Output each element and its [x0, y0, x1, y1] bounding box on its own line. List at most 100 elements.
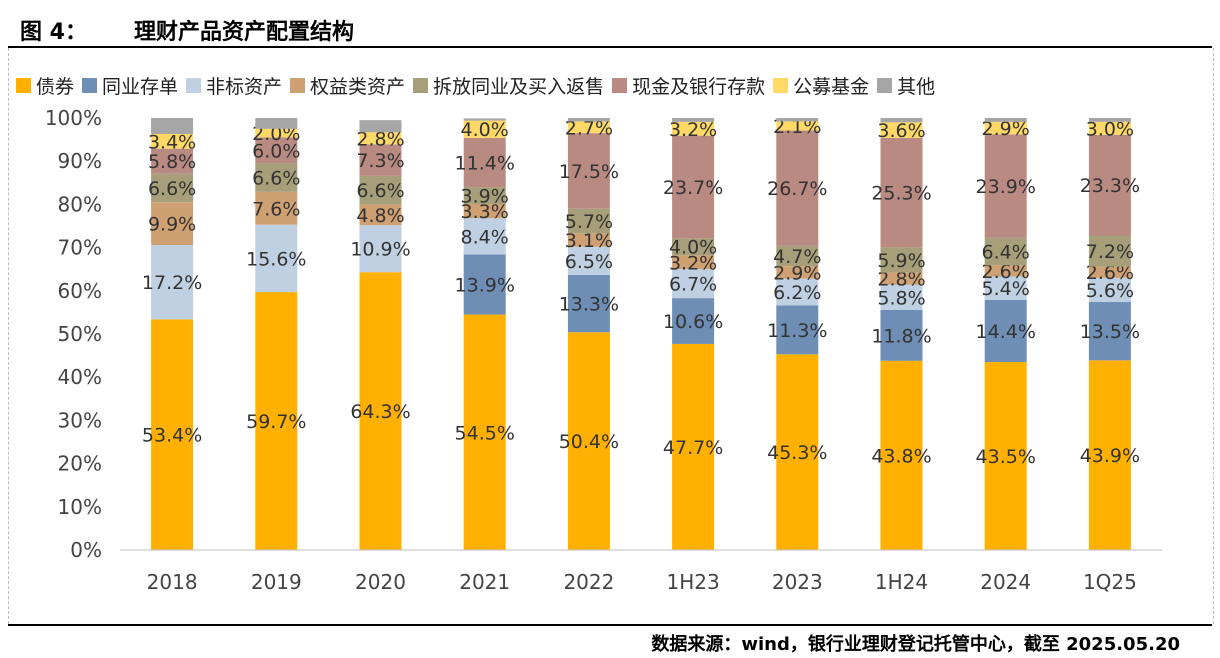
data-label: 5.7%: [565, 211, 613, 233]
data-label: 50.4%: [559, 431, 619, 453]
bar-segment: [880, 137, 923, 248]
x-tick-label: 2020: [355, 570, 406, 594]
bar-segment: [776, 354, 819, 550]
legend-swatch: [82, 77, 98, 93]
x-tick-label: 2023: [772, 570, 823, 594]
data-label: 6.7%: [669, 274, 717, 296]
legend-label: 拆放同业及买入返售: [433, 75, 605, 98]
bar-segment: [359, 225, 402, 273]
data-label: 2.9%: [773, 262, 821, 284]
y-tick-label: 40%: [58, 365, 102, 389]
bar-segment: [672, 255, 715, 270]
bar-segment: [984, 362, 1027, 550]
data-label: 59.7%: [246, 411, 306, 433]
y-tick-label: 80%: [58, 192, 102, 216]
y-tick-label: 0%: [70, 538, 102, 562]
data-label: 5.4%: [982, 278, 1030, 300]
bar-segment: [776, 130, 819, 246]
data-label: 4.8%: [356, 205, 404, 227]
data-label: 8.4%: [461, 226, 509, 248]
data-label: 2.1%: [773, 116, 821, 138]
data-label: 4.7%: [773, 246, 821, 268]
bar-segment: [151, 133, 194, 149]
x-tick-label: 2019: [251, 570, 302, 594]
data-label: 23.9%: [976, 176, 1036, 198]
data-label: 3.0%: [1086, 118, 1134, 140]
bar-segment: [255, 137, 298, 164]
bar-segment: [151, 173, 194, 203]
bar-segment: [151, 245, 194, 320]
legend-swatch: [877, 77, 893, 93]
bar-segment: [672, 298, 715, 344]
legend-label: 非标资产: [206, 75, 283, 98]
legend-label: 权益类资产: [310, 75, 406, 98]
bar-segment: [1088, 266, 1131, 278]
bar-segment: [463, 120, 506, 138]
data-label: 23.7%: [663, 177, 723, 199]
data-label: 2.6%: [982, 261, 1030, 283]
bar-segment: [1088, 235, 1131, 267]
data-label: 6.6%: [148, 178, 196, 200]
bar-segment: [984, 118, 1027, 122]
x-tick-label: 1H24: [875, 570, 928, 594]
bar-segment: [567, 332, 610, 550]
bar-segment: [255, 128, 298, 138]
x-tick-label: 2018: [147, 570, 198, 594]
bar-segment: [1088, 360, 1131, 550]
bar-segment: [1088, 277, 1131, 303]
bar-segment: [567, 208, 610, 234]
bar-segment: [567, 118, 610, 122]
bar-segment: [672, 135, 715, 239]
data-label: 5.8%: [148, 151, 196, 173]
x-tick-label: 2021: [459, 570, 510, 594]
data-label: 43.8%: [871, 445, 931, 467]
legend-item: 其他: [877, 72, 935, 99]
data-label: 11.4%: [455, 152, 515, 174]
data-label: 17.5%: [559, 161, 619, 183]
data-label: 2.6%: [1086, 262, 1134, 284]
data-label: 25.3%: [871, 183, 931, 205]
bar-segment: [255, 163, 298, 192]
bar-segment: [255, 224, 298, 293]
bar-segment: [567, 133, 610, 209]
bar-segment: [984, 299, 1027, 363]
data-label: 7.2%: [1086, 241, 1134, 263]
data-label: 6.6%: [356, 180, 404, 202]
data-label: 9.9%: [148, 214, 196, 236]
bar-segment: [1088, 118, 1131, 122]
bar-segment: [776, 278, 819, 306]
legend-swatch: [773, 77, 789, 93]
bar-segment: [463, 218, 506, 255]
y-tick-label: 10%: [58, 495, 102, 519]
x-tick-label: 1Q25: [1083, 570, 1137, 594]
bar-segment: [359, 175, 402, 205]
data-label: 15.6%: [246, 248, 306, 270]
bar-segment: [359, 132, 402, 145]
figure-number: 图 4：: [20, 20, 87, 45]
data-label: 3.6%: [877, 120, 925, 142]
legend-swatch: [612, 77, 628, 93]
bar-segment: [151, 148, 194, 174]
data-label: 6.5%: [565, 251, 613, 273]
bar-segment: [359, 144, 402, 176]
bar-segment: [776, 266, 819, 279]
bar-segment: [359, 120, 402, 133]
data-label: 3.4%: [148, 131, 196, 153]
data-label: 6.0%: [252, 140, 300, 162]
bar-segment: [463, 187, 506, 204]
bar-segment: [880, 309, 923, 361]
legend-label: 公募基金: [793, 75, 870, 98]
bar-segment: [567, 121, 610, 134]
bar-segment: [567, 246, 610, 275]
legend-item: 债券: [16, 72, 74, 99]
legend-item: 权益类资产: [290, 72, 405, 99]
bar-segment: [776, 118, 819, 122]
data-label: 13.9%: [455, 275, 515, 297]
bar-segment: [255, 118, 298, 129]
data-label: 7.3%: [356, 150, 404, 172]
legend-label: 现金及银行存款: [632, 75, 766, 98]
bar-segment: [1088, 134, 1131, 236]
y-tick-label: 20%: [58, 452, 102, 476]
y-tick-label: 70%: [58, 236, 102, 260]
